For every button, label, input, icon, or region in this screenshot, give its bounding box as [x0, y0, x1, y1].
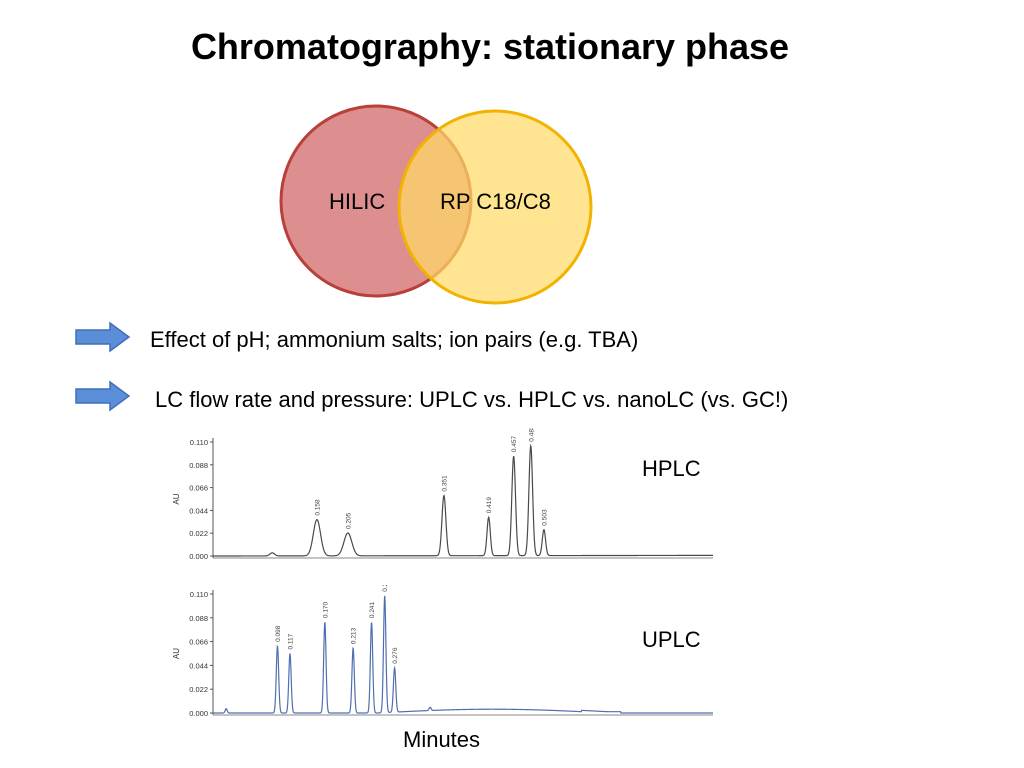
y-tick-label: 0.044 — [189, 661, 208, 670]
peak-label: 0.351 — [441, 475, 448, 492]
chromatogram-trace — [213, 443, 713, 557]
y-tick-label: 0.088 — [189, 614, 208, 623]
peak-label: 0.457 — [511, 435, 518, 452]
y-axis-label: AU — [172, 493, 181, 504]
venn-diagram: HILIC RP C18/C8 — [279, 104, 593, 305]
hplc-label: HPLC — [642, 456, 701, 481]
peak-label: 0.503 — [541, 509, 548, 526]
peak-label: 0.213 — [351, 627, 358, 644]
y-tick-label: 0.044 — [189, 506, 208, 515]
uplc-chromatogram: 0.000 0.022 0.044 0.066 0.088 0.110 AU 0.098 0.1… — [172, 585, 713, 718]
y-axis-label: AU — [172, 648, 181, 659]
chromatogram-trace — [213, 595, 713, 714]
uplc-label: UPLC — [642, 627, 701, 652]
peak-label: 0.261 — [382, 585, 389, 592]
y-tick-label: 0.110 — [190, 590, 208, 599]
y-tick-label: 0.066 — [189, 484, 208, 493]
peak-label: 0.276 — [392, 647, 399, 664]
x-axis-label: Minutes — [403, 727, 481, 752]
peak-label: 0.098 — [275, 625, 282, 642]
peak-label: 0.170 — [322, 601, 329, 618]
y-tick-label: 0.000 — [189, 709, 208, 718]
rp-circle — [397, 109, 593, 305]
peak-label: 0.483 — [528, 428, 535, 442]
arrow-right-icon — [75, 321, 131, 353]
y-tick-label: 0.110 — [190, 438, 208, 447]
y-tick-label: 0.022 — [189, 685, 208, 694]
peak-label: 0.241 — [369, 601, 376, 618]
peak-label: 0.158 — [314, 499, 321, 516]
bullet-text-2: LC flow rate and pressure: UPLC vs. HPLC… — [155, 387, 789, 412]
peak-label: 0.205 — [345, 512, 352, 529]
rp-label: RP C18/C8 — [440, 189, 551, 214]
y-tick-label: 0.066 — [189, 638, 208, 647]
slide-title: Chromatography: stationary phase — [190, 26, 790, 67]
arrow-right-icon — [75, 380, 131, 412]
bullet-text-1: Effect of pH; ammonium salts; ion pairs … — [150, 327, 639, 352]
y-tick-label: 0.022 — [189, 529, 208, 538]
hilic-label: HILIC — [329, 189, 385, 214]
peak-label: 0.419 — [486, 497, 493, 514]
y-tick-label: 0.088 — [189, 461, 208, 470]
hplc-chromatogram: 0.000 0.022 0.044 0.066 0.088 0.110 AU 0.158 0.2… — [172, 428, 713, 561]
peak-label: 0.117 — [288, 633, 295, 649]
y-tick-label: 0.000 — [189, 552, 208, 561]
